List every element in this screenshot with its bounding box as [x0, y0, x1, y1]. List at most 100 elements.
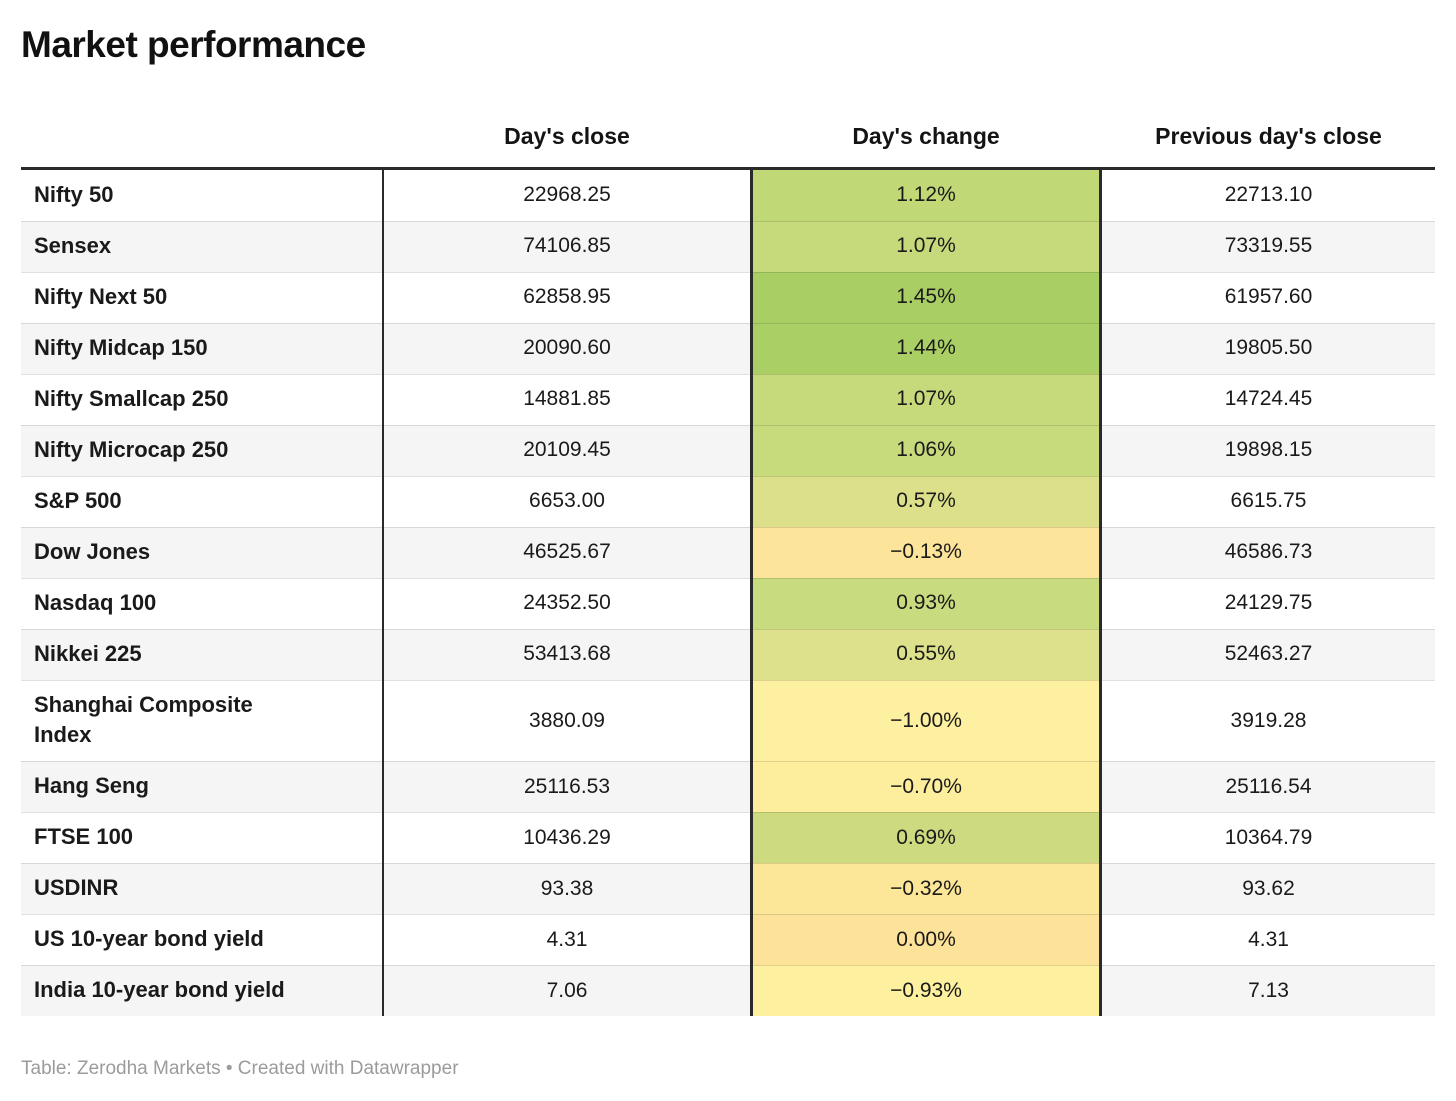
row-label-text: Nifty Microcap 250 — [34, 436, 229, 462]
days-close-value: 53413.68 — [384, 629, 750, 680]
column-header-previous-days-close: Previous day's close — [1155, 122, 1382, 149]
previous-days-close-value: 22713.10 — [1224, 183, 1313, 207]
table-row: Shanghai Composite Index 3880.09 −1.00% … — [21, 679, 1435, 762]
table-row: Hang Seng 25116.53 −0.70% 25116.54 — [21, 761, 1435, 813]
days-change-value: 0.93% — [750, 577, 1102, 629]
table-row: Nifty Midcap 150 20090.60 1.44% 19805.50 — [21, 322, 1435, 374]
table-row: Nifty Microcap 250 20109.45 1.06% 19898.… — [21, 424, 1435, 476]
days-close-value: 10436.29 — [384, 812, 750, 863]
days-change-value: −0.32% — [750, 863, 1102, 915]
days-change-value: 0.69% — [750, 812, 1102, 864]
days-change-value: 1.06% — [750, 424, 1102, 476]
days-change-value: 0.55% — [750, 628, 1102, 680]
row-label: Nasdaq 100 — [21, 577, 384, 629]
row-label: FTSE 100 — [21, 812, 384, 864]
previous-days-close-value: 73319.55 — [1102, 221, 1435, 272]
days-change-value: 1.45% — [750, 271, 1102, 323]
row-label-text: Nikkei 225 — [34, 640, 142, 666]
row-label: US 10-year bond yield — [21, 914, 384, 966]
days-close-value: 14881.85 — [384, 374, 750, 425]
previous-days-close-value: 24129.75 — [1102, 578, 1435, 629]
days-close-value: 7.06 — [384, 965, 750, 1016]
days-change-value: 1.07% — [750, 220, 1102, 272]
column-header-blank — [21, 123, 384, 150]
previous-days-close-value: 25116.54 — [1102, 761, 1435, 812]
row-label-text: Nifty Smallcap 250 — [34, 385, 229, 411]
row-label-text: S&P 500 — [34, 487, 122, 513]
row-label-text: US 10-year bond yield — [34, 926, 264, 952]
days-close-value: 20109.45 — [384, 425, 750, 476]
row-label-text: Nasdaq 100 — [34, 589, 157, 615]
previous-days-close-value: 19805.50 — [1102, 323, 1435, 374]
row-label: Nifty Next 50 — [21, 271, 384, 323]
days-change-value: 0.00% — [750, 914, 1102, 966]
row-label: India 10-year bond yield — [21, 965, 384, 1017]
days-close-value: 4.31 — [384, 914, 750, 965]
days-change-value: −0.13% — [750, 526, 1102, 578]
table-row: Nifty Next 50 62858.95 1.45% 61957.60 — [21, 271, 1435, 323]
table-row: Sensex 74106.85 1.07% 73319.55 — [21, 220, 1435, 272]
row-label-text: USDINR — [34, 875, 119, 901]
column-header-days-close: Day's close — [504, 122, 630, 149]
row-label: Nifty 50 — [21, 169, 384, 221]
days-close-value: 24352.50 — [384, 578, 750, 629]
previous-days-close-value: 3919.28 — [1102, 680, 1435, 762]
row-label: Dow Jones — [21, 526, 384, 578]
row-label: Nifty Microcap 250 — [21, 424, 384, 476]
table-row: USDINR 93.38 −0.32% 93.62 — [21, 863, 1435, 915]
page-title: Market performance — [21, 24, 366, 65]
days-close-value: 3880.09 — [384, 680, 750, 762]
previous-days-close-value: 61957.60 — [1102, 272, 1435, 323]
days-change-value: 1.12% — [750, 169, 1102, 221]
days-close-value: 74106.85 — [384, 221, 750, 272]
table-row: US 10-year bond yield 4.31 0.00% 4.31 — [21, 914, 1435, 966]
days-change-value: 0.57% — [750, 475, 1102, 527]
days-change-value: 1.07% — [750, 373, 1102, 425]
row-label: USDINR — [21, 863, 384, 915]
previous-days-close-value: 14724.45 — [1102, 374, 1435, 425]
footer-credit: Table: Zerodha Markets • Created with Da… — [21, 1058, 459, 1080]
days-change-value: −0.70% — [750, 761, 1102, 813]
row-label-text: Nifty Next 50 — [34, 283, 168, 309]
row-label: Shanghai Composite Index — [21, 679, 384, 762]
days-close-value: 46525.67 — [384, 527, 750, 578]
previous-days-close-value: 7.13 — [1102, 965, 1435, 1016]
table-row: FTSE 100 10436.29 0.69% 10364.79 — [21, 812, 1435, 864]
previous-days-close-value: 19898.15 — [1102, 425, 1435, 476]
table-row: India 10-year bond yield 7.06 −0.93% 7.1… — [21, 965, 1435, 1017]
days-close-value: 6653.00 — [384, 476, 750, 527]
previous-days-close-value: 52463.27 — [1102, 629, 1435, 680]
row-label: Sensex — [21, 220, 384, 272]
row-label: Nifty Smallcap 250 — [21, 373, 384, 425]
row-label-text: Nifty Midcap 150 — [34, 334, 208, 360]
days-close-value: 22968.25 — [523, 183, 611, 207]
row-label: Hang Seng — [21, 761, 384, 813]
previous-days-close-value: 10364.79 — [1102, 812, 1435, 863]
table-row: Nifty 50 22968.25 1.12% 22713.10 — [21, 169, 1435, 221]
days-close-value: 62858.95 — [384, 272, 750, 323]
row-label: Nifty Midcap 150 — [21, 322, 384, 374]
row-label-text: India 10-year bond yield — [34, 977, 285, 1003]
table-row: Nikkei 225 53413.68 0.55% 52463.27 — [21, 628, 1435, 680]
days-change-value: −0.93% — [750, 965, 1102, 1017]
previous-days-close-value: 93.62 — [1102, 863, 1435, 914]
row-label-text: Dow Jones — [34, 538, 151, 564]
days-change-value: 1.44% — [750, 322, 1102, 374]
table-row: S&P 500 6653.00 0.57% 6615.75 — [21, 475, 1435, 527]
row-label-text: Sensex — [34, 232, 112, 258]
table-row: Dow Jones 46525.67 −0.13% 46586.73 — [21, 526, 1435, 578]
column-headers: Day's close Day's change Previous day's … — [21, 123, 1435, 167]
table-row: Nasdaq 100 24352.50 0.93% 24129.75 — [21, 577, 1435, 629]
row-label: Nikkei 225 — [21, 628, 384, 680]
days-change-value: −1.00% — [750, 679, 1102, 762]
row-label-text: Shanghai Composite Index — [34, 691, 253, 748]
days-close-value: 93.38 — [384, 863, 750, 914]
days-close-value: 25116.53 — [384, 761, 750, 812]
row-label-text: Nifty 50 — [34, 181, 114, 207]
table-row: Nifty Smallcap 250 14881.85 1.07% 14724.… — [21, 373, 1435, 425]
row-label-text: FTSE 100 — [34, 824, 134, 850]
table-body: Nifty 50 22968.25 1.12% 22713.10 Sensex … — [21, 166, 1435, 1017]
row-label-text: Hang Seng — [34, 773, 149, 799]
row-label: S&P 500 — [21, 475, 384, 527]
